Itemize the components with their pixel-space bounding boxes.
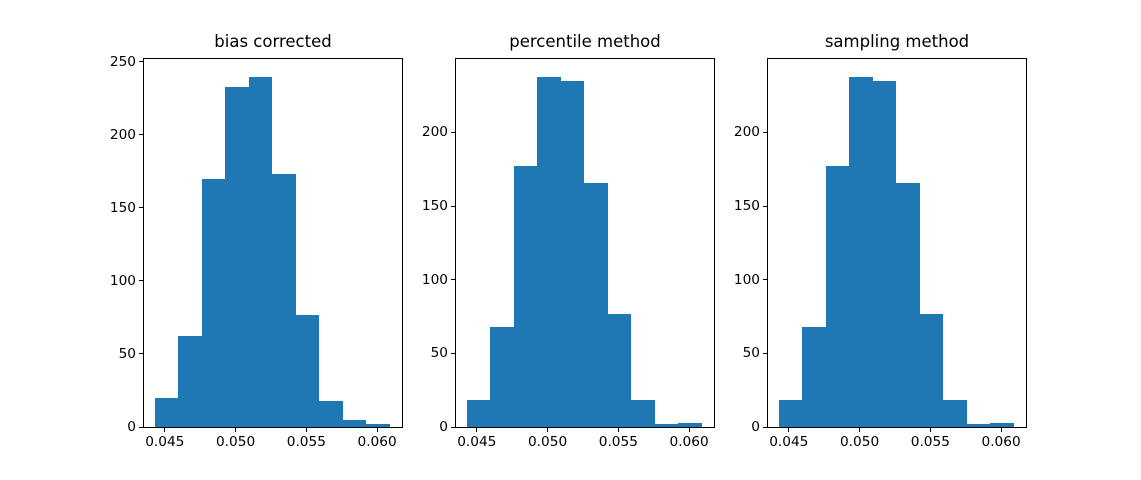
y-tick-mark: [451, 131, 455, 133]
x-tick-label: 0.045: [769, 434, 809, 450]
y-tick-mark: [763, 279, 767, 281]
y-tick-label: 50: [430, 345, 448, 362]
y-tick-label: 0: [751, 419, 760, 435]
y-tick-label: 150: [421, 198, 448, 215]
histogram-bar: [490, 327, 514, 427]
histogram-bar: [514, 166, 537, 427]
x-tick-label: 0.050: [527, 434, 568, 450]
histogram-bar: [467, 400, 490, 427]
histogram-bar: [249, 77, 272, 427]
x-tick-mark: [617, 428, 619, 432]
histogram-bar: [608, 314, 631, 427]
y-tick-mark: [451, 352, 455, 354]
x-tick-mark: [859, 428, 861, 432]
axes-sampling-method: [767, 58, 1027, 428]
x-tick-label: 0.045: [457, 434, 497, 450]
x-tick-label: 0.045: [145, 434, 185, 450]
x-tick-label: 0.055: [598, 434, 638, 450]
histogram-bar: [943, 400, 967, 427]
x-tick-mark: [235, 428, 237, 432]
x-tick-mark: [1000, 428, 1002, 432]
y-tick-label: 0: [127, 419, 136, 435]
histogram-bar: [178, 336, 202, 427]
x-tick-mark: [376, 428, 378, 432]
y-tick-mark: [451, 279, 455, 281]
histogram-bar: [967, 424, 990, 427]
x-tick-label: 0.055: [286, 434, 326, 450]
histogram-bar: [920, 314, 943, 427]
chart-title-bias-corrected: bias corrected: [214, 32, 332, 51]
y-tick-mark: [763, 131, 767, 133]
y-tick-label: 200: [109, 126, 136, 143]
histogram-bar: [802, 327, 826, 427]
axes-percentile-method: [455, 58, 715, 428]
y-tick-label: 250: [109, 53, 136, 70]
y-tick-label: 150: [733, 198, 760, 215]
x-tick-mark: [929, 428, 931, 432]
histogram-bar: [366, 424, 390, 427]
histogram-bar: [343, 420, 366, 427]
x-tick-mark: [476, 428, 478, 432]
y-tick-mark: [139, 426, 143, 428]
histogram-bar: [155, 398, 178, 427]
y-tick-mark: [763, 205, 767, 207]
x-tick-label: 0.055: [910, 434, 950, 450]
axes-bias-corrected: [143, 58, 403, 428]
x-tick-label: 0.060: [981, 434, 1021, 450]
y-tick-mark: [139, 134, 143, 136]
y-tick-label: 50: [742, 345, 760, 362]
x-tick-mark: [788, 428, 790, 432]
y-tick-label: 150: [109, 199, 136, 216]
x-tick-label: 0.050: [215, 434, 256, 450]
histogram-bar: [678, 423, 702, 427]
histogram-bar: [584, 183, 608, 427]
histogram-bar: [849, 77, 873, 427]
histogram-bar: [272, 174, 296, 427]
histogram-bar: [631, 400, 655, 427]
y-tick-mark: [451, 426, 455, 428]
histogram-bar: [896, 183, 920, 427]
y-tick-mark: [139, 207, 143, 209]
histogram-bar: [779, 400, 802, 427]
x-tick-label: 0.050: [839, 434, 880, 450]
x-tick-mark: [305, 428, 307, 432]
y-tick-label: 100: [109, 272, 136, 289]
y-tick-mark: [139, 61, 143, 63]
histogram-bar: [319, 401, 343, 427]
histogram-bar: [655, 424, 678, 427]
x-tick-mark: [547, 428, 549, 432]
y-tick-mark: [451, 205, 455, 207]
y-tick-mark: [139, 353, 143, 355]
y-tick-mark: [139, 280, 143, 282]
chart-title-percentile-method: percentile method: [509, 32, 661, 51]
x-tick-label: 0.060: [669, 434, 709, 450]
histogram-bar: [225, 87, 249, 427]
chart-title-sampling-method: sampling method: [824, 32, 970, 51]
x-tick-label: 0.060: [357, 434, 397, 450]
x-tick-mark: [688, 428, 690, 432]
x-tick-mark: [164, 428, 166, 432]
y-tick-label: 200: [733, 124, 760, 141]
y-tick-label: 50: [118, 345, 136, 362]
histogram-bar: [537, 77, 561, 427]
y-tick-label: 100: [733, 271, 760, 288]
histogram-bar: [826, 166, 849, 427]
histogram-bar: [296, 315, 319, 427]
histogram-bar: [990, 423, 1014, 427]
histogram-bar: [561, 81, 584, 427]
histogram-bar: [202, 179, 225, 427]
y-tick-mark: [763, 352, 767, 354]
y-tick-label: 100: [421, 271, 448, 288]
y-tick-mark: [763, 426, 767, 428]
y-tick-label: 0: [439, 419, 448, 435]
y-tick-label: 200: [421, 124, 448, 141]
histogram-bar: [873, 81, 896, 427]
